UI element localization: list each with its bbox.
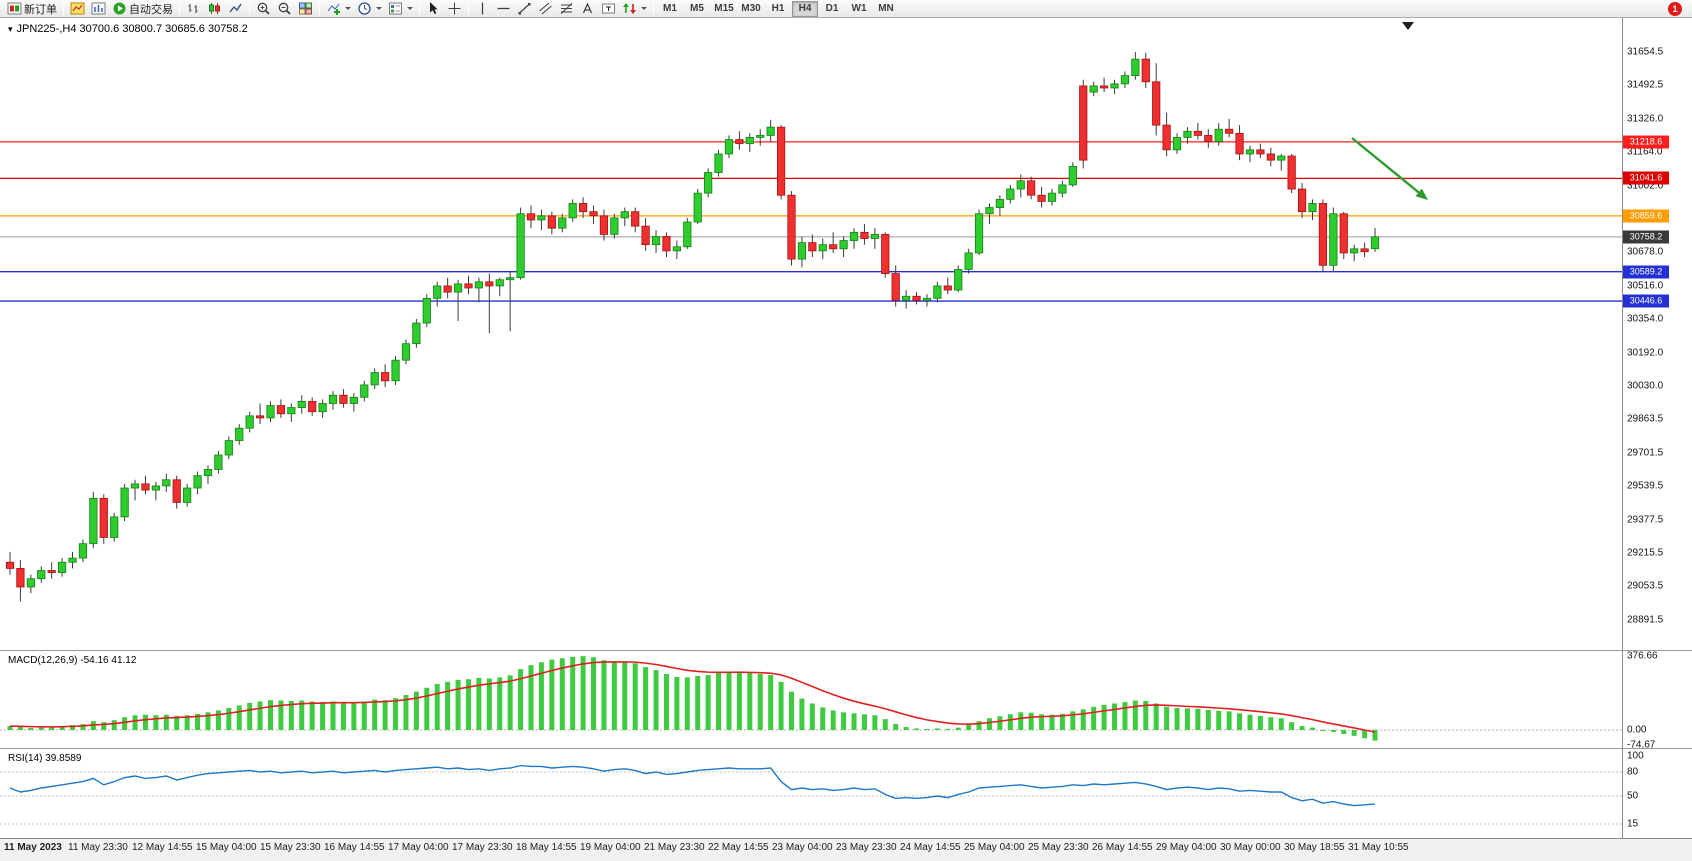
- crosshair-icon: [447, 1, 462, 16]
- timeframe-toolbar: M1 M5 M15 M30 H1 H4 D1 W1 MN: [657, 0, 899, 17]
- chevron-down-icon: [376, 7, 382, 10]
- timeframe-h4[interactable]: H4: [792, 0, 818, 17]
- macd-label: MACD(12,26,9) -54.16 41.12: [8, 655, 137, 666]
- zoom-out-icon: [277, 1, 292, 16]
- chevron-down-icon: [407, 7, 413, 10]
- templates-button[interactable]: [385, 0, 416, 17]
- cursor-icon: [426, 1, 441, 16]
- candlestick-chart-button[interactable]: [204, 0, 225, 17]
- market-watch-button[interactable]: [88, 0, 109, 17]
- toolbar-separator: [63, 2, 64, 15]
- timeframe-m30[interactable]: M30: [738, 1, 764, 17]
- label-icon: [601, 1, 616, 16]
- bar-chart-icon: [186, 1, 201, 16]
- charts-icon: [70, 1, 85, 16]
- timeframe-m5[interactable]: M5: [684, 1, 710, 17]
- channel-icon: [538, 1, 553, 16]
- charts-button[interactable]: [67, 0, 88, 17]
- indicators-icon: [326, 1, 341, 16]
- autotrading-label: 自动交易: [129, 3, 173, 16]
- trendline-icon: [517, 1, 532, 16]
- candlestick-chart-icon: [207, 1, 222, 16]
- channel-button[interactable]: [535, 0, 556, 17]
- bar-chart-button[interactable]: [183, 0, 204, 17]
- timeframe-w1[interactable]: W1: [846, 1, 872, 17]
- timeframe-h1[interactable]: H1: [765, 1, 791, 17]
- time-axis[interactable]: [0, 838, 1692, 861]
- toolbar-separator: [653, 2, 654, 15]
- tile-windows-button[interactable]: [295, 0, 316, 17]
- toolbar-separator: [419, 2, 420, 15]
- vertical-line-button[interactable]: [472, 0, 493, 17]
- toolbar-separator: [468, 2, 469, 15]
- timeframe-mn[interactable]: MN: [873, 1, 899, 17]
- timeframe-m1[interactable]: M1: [657, 1, 683, 17]
- horizontal-line-button[interactable]: [493, 0, 514, 17]
- chevron-down-icon: ▾: [8, 24, 13, 34]
- zoom-in-icon: [256, 1, 271, 16]
- new-order-button[interactable]: 新订单: [4, 0, 60, 17]
- new-order-label: 新订单: [24, 3, 57, 16]
- rsi-label: RSI(14) 39.8589: [8, 753, 82, 764]
- line-chart-button[interactable]: [225, 0, 246, 17]
- rsi-panel-splitter[interactable]: [0, 748, 1692, 750]
- indicators-button[interactable]: [323, 0, 354, 17]
- notification-badge[interactable]: 1: [1668, 1, 1682, 16]
- profile-icon: [91, 1, 106, 16]
- tile-windows-icon: [298, 1, 313, 16]
- trendline-button[interactable]: [514, 0, 535, 17]
- cursor-button[interactable]: [423, 0, 444, 17]
- fibonacci-icon: [559, 1, 574, 16]
- vertical-line-icon: [475, 1, 490, 16]
- toolbar-separator: [319, 2, 320, 15]
- toolbar-separator: [179, 2, 180, 15]
- text-icon: [580, 1, 595, 16]
- line-chart-icon: [228, 1, 243, 16]
- autotrading-icon: [112, 1, 127, 16]
- chevron-down-icon: [345, 7, 351, 10]
- periods-button[interactable]: [354, 0, 385, 17]
- crosshair-button[interactable]: [444, 0, 465, 17]
- autotrading-button[interactable]: 自动交易: [109, 0, 176, 17]
- arrows-button[interactable]: [619, 0, 650, 17]
- label-button[interactable]: [598, 0, 619, 17]
- zoom-out-button[interactable]: [274, 0, 295, 17]
- templates-icon: [388, 1, 403, 16]
- chart-title: ▾ JPN225-,H4 30700.6 30800.7 30685.6 3075…: [8, 23, 248, 35]
- periods-icon: [357, 1, 372, 16]
- text-button[interactable]: [577, 0, 598, 17]
- timeframe-m15[interactable]: M15: [711, 1, 737, 17]
- macd-panel-splitter[interactable]: [0, 650, 1692, 652]
- chart-title-text: JPN225-,H4 30700.6 30800.7 30685.6 30758…: [16, 23, 248, 35]
- arrows-icon: [622, 1, 637, 16]
- zoom-in-button[interactable]: [253, 0, 274, 17]
- new-order-icon: [7, 1, 22, 16]
- horizontal-line-icon: [496, 1, 511, 16]
- fibonacci-button[interactable]: [556, 0, 577, 17]
- toolbar: 新订单 自动交易 M1 M5 M15 M30 H1 H4 D1 W1 M: [0, 0, 1692, 18]
- timeframe-d1[interactable]: D1: [819, 1, 845, 17]
- price-axis-border: [1622, 18, 1623, 838]
- chevron-down-icon: [641, 7, 647, 10]
- toolbar-separator: [249, 2, 250, 15]
